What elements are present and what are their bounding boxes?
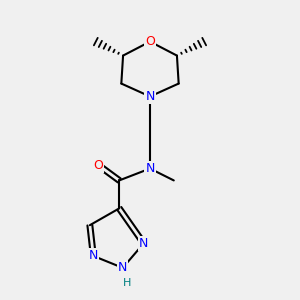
Text: N: N [89,250,98,262]
Text: N: N [118,261,128,274]
Text: O: O [93,158,103,172]
Text: N: N [145,162,155,175]
Text: H: H [123,278,131,287]
Text: N: N [139,237,148,250]
Text: N: N [145,90,155,103]
Text: O: O [145,35,155,48]
